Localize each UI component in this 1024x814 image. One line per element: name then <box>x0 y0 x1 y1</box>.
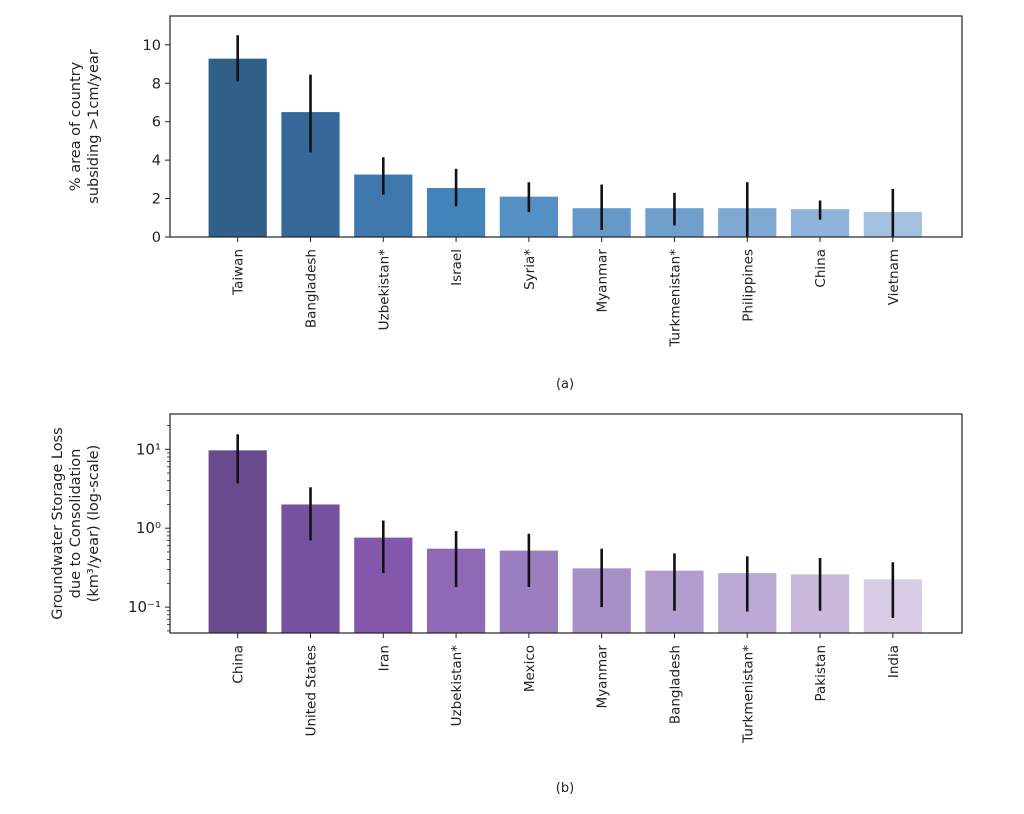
x-tick-label: India <box>886 645 902 678</box>
axes-frame <box>169 413 963 634</box>
y-tick-label: 10⁻¹ <box>128 598 161 616</box>
bar-taiwan <box>208 58 267 237</box>
y-axis-label: % area of country <box>68 61 84 191</box>
x-tick-label: China <box>813 249 829 288</box>
y-axis-label: (km³/year) (log-scale) <box>86 445 102 603</box>
x-tick-label: Syria* <box>522 249 538 290</box>
panel-caption: (b) <box>556 781 574 796</box>
y-axis-label: subsiding >1cm/year <box>86 49 102 204</box>
y-tick-label: 4 <box>152 153 161 169</box>
y-tick-label: 10⁰ <box>136 519 161 537</box>
x-tick-label: Bangladesh <box>303 249 319 328</box>
x-tick-label: Myanmar <box>595 249 611 313</box>
y-axis-label: Groundwater Storage Loss <box>50 427 66 619</box>
x-tick-label: Mexico <box>522 645 538 692</box>
axes-frame <box>169 15 963 238</box>
x-tick-label: Turkmenistan* <box>667 249 683 348</box>
x-tick-label: Vietnam <box>886 249 902 305</box>
x-tick-label: Myanmar <box>595 645 611 709</box>
x-tick-label: Pakistan <box>813 645 829 702</box>
x-tick-label: United States <box>303 645 319 736</box>
y-tick-label: 10¹ <box>136 440 161 458</box>
y-tick-label: 8 <box>152 76 161 92</box>
x-tick-label: Uzbekistan* <box>449 645 465 727</box>
x-tick-label: China <box>231 645 247 684</box>
y-tick-label: 0 <box>152 230 161 246</box>
chart-panel-a: Taiwan Bangladesh Uzbekistan* Israel Syria* M… <box>68 15 963 392</box>
y-tick-label: 6 <box>152 115 161 131</box>
panel-caption: (a) <box>556 377 574 392</box>
x-tick-label: Bangladesh <box>667 645 683 724</box>
x-tick-label: Iran <box>376 645 392 671</box>
x-tick-label: Turkmenistan* <box>740 645 756 744</box>
x-tick-label: Philippines <box>740 249 756 322</box>
y-tick-label: 10 <box>143 38 161 54</box>
x-tick-label: Israel <box>449 249 465 286</box>
chart-panel-b: China United States Iran Uzbekistan* Mexico M… <box>50 413 963 796</box>
y-axis-label: due to Consolidation <box>68 449 84 599</box>
x-tick-label: Uzbekistan* <box>376 249 392 331</box>
y-tick-label: 2 <box>152 192 161 208</box>
x-tick-label: Taiwan <box>231 249 247 296</box>
